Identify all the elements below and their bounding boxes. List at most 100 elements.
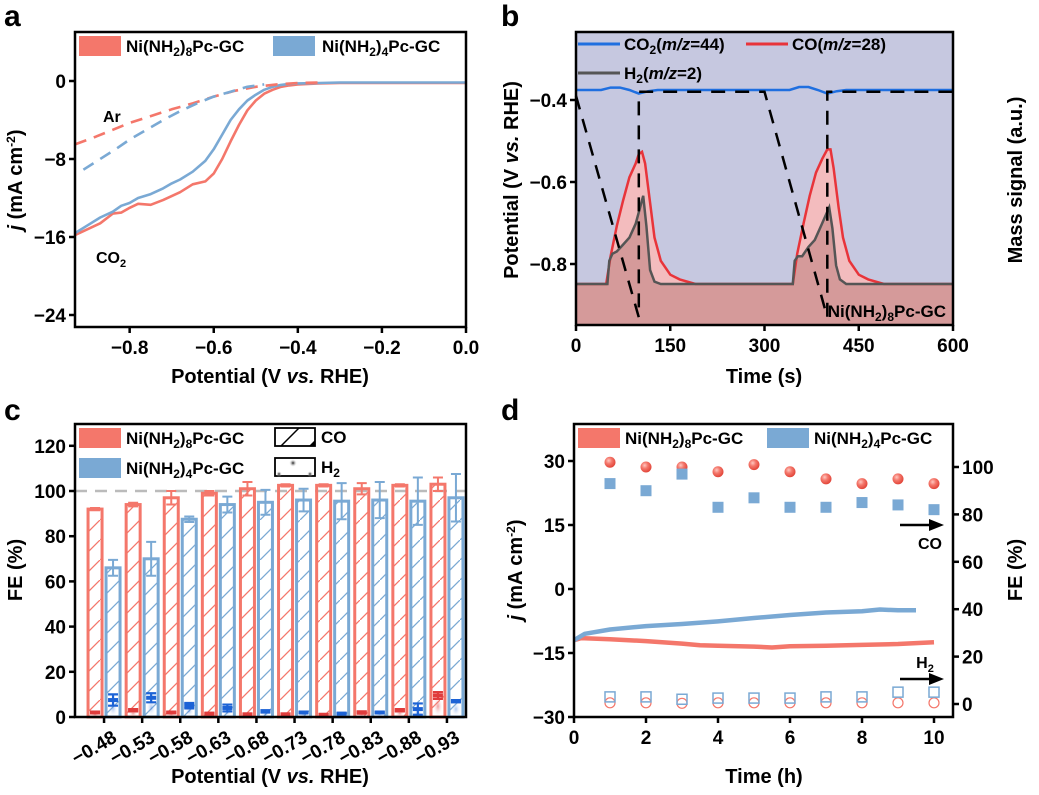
error-bar-co [166, 490, 177, 506]
error-bar-h2 [298, 710, 309, 715]
panel-b-xtick-label: 450 [843, 336, 875, 357]
series-line-ni-nh2-4pc-gc-j [572, 607, 916, 643]
error-bar-co [128, 501, 139, 508]
fe-point-h2-ni4 [676, 693, 688, 706]
panel-b-xtick-label: 0 [571, 336, 582, 357]
fe-point-co-ni4 [712, 501, 724, 513]
panel-d-right-ytick-label: 80 [962, 505, 983, 526]
bar-h2 [260, 711, 271, 717]
panel-d-right-ytick-label: 0 [962, 695, 973, 716]
panel-d-ytick-label: 0 [554, 580, 565, 601]
error-bar-co [298, 487, 309, 513]
bar-co-ni4 [180, 517, 198, 719]
fe-point-co-ni4 [784, 501, 796, 513]
panel-c-xlabel: Potential (V vs. RHE) [171, 766, 369, 788]
fe-point-co-ni4 [604, 478, 616, 490]
legend-swatch-h2-dots [274, 457, 316, 477]
error-bar-co [260, 488, 271, 516]
legend-swatch-ni4 [767, 428, 809, 448]
panel-a-ytick-label: 0 [55, 72, 66, 93]
panel-d-xlabel: Time (h) [725, 766, 802, 788]
error-bar-h2 [108, 693, 119, 707]
bar-h2 [374, 712, 385, 717]
legend-label-ni8: Ni(NH2)8Pc-GC [625, 429, 743, 451]
fe-point-h2-ni4 [640, 691, 652, 703]
panel-a-series [74, 81, 466, 237]
panel-d-right-ytick-label: 100 [962, 458, 994, 479]
bar-h2 [450, 701, 461, 717]
panel-d-plot-frame [572, 422, 955, 719]
panel-label-c: c [4, 394, 21, 427]
error-bar-h2 [260, 709, 271, 714]
fe-point-h2-ni8 [640, 697, 652, 709]
legend-swatch-ni8 [578, 428, 620, 448]
fe-point-co-ni8 [928, 478, 940, 490]
panel-d-ytick-label: −15 [533, 644, 566, 665]
series-line-ni-nh2-8pc-gc-co2 [74, 81, 466, 237]
fe-point-h2-ni8 [820, 697, 832, 709]
panel-d: d 0 2 4 6 8 10 30 15 0 −15 −30 100 80 60 40 20 0 Ni(NH2)… [501, 394, 1027, 788]
bar-h2 [146, 697, 157, 717]
panel-b-xlabel: Time (s) [726, 366, 802, 388]
series-line-ni-nh2-8pc-gc-j [573, 635, 935, 650]
fe-point-h2-ni8 [928, 697, 940, 709]
error-bar-h2 [242, 712, 253, 717]
fe-point-h2-ni4 [712, 692, 724, 704]
fe-point-co-ni8 [640, 461, 652, 473]
bar-co-ni4 [333, 499, 351, 719]
fe-point-h2-ni4 [892, 686, 904, 698]
bar-co-ni8 [124, 503, 142, 719]
panel-label-a: a [4, 0, 21, 33]
legend-swatch-co-hatch [274, 427, 316, 447]
annotation-h2: H2 [916, 655, 934, 675]
legend-label-h2: H2(m/z=2) [624, 64, 702, 86]
error-bar-h2 [394, 707, 405, 713]
panel-d-right-ytick-label: 60 [962, 553, 983, 574]
fe-point-co-ni4 [856, 497, 868, 509]
bar-co-ni8 [353, 487, 371, 719]
bar-h2 [298, 712, 309, 717]
legend-label-ni8: Ni(NH2)8Pc-GC [126, 429, 244, 451]
error-bar-co [146, 540, 157, 577]
panel-d-xtick-label: 4 [713, 728, 724, 749]
fe-point-co-ni4 [676, 468, 688, 480]
error-bar-h2 [432, 691, 443, 701]
legend-swatch-ni4 [273, 36, 315, 56]
error-bar-co [222, 495, 233, 514]
panel-b-ylabel-right: Mass signal (a.u.) [1005, 97, 1027, 264]
bar-co-ni4 [256, 500, 274, 719]
fe-point-co-ni8 [784, 466, 796, 478]
annotation-co: CO [918, 536, 942, 553]
potential-profile-line [574, 90, 953, 318]
bar-co-ni8 [238, 487, 256, 719]
panel-label-d: d [501, 394, 519, 427]
panel-b-ticks: 0 150 300 450 600 −0.4 −0.6 −0.8 [529, 91, 968, 357]
bar-co-ni8 [162, 496, 180, 719]
panel-b-ytick-label: −0.8 [529, 255, 567, 276]
error-bar-h2 [90, 710, 101, 715]
fe-point-h2-ni4 [604, 691, 616, 703]
bar-h2 [90, 712, 101, 717]
error-bar-h2 [318, 712, 329, 717]
fe-point-h2-ni4 [928, 686, 940, 698]
bar-co-ni8 [315, 483, 333, 719]
error-bar-co [108, 558, 119, 577]
arrow-co-right-axis [900, 519, 944, 531]
legend-swatch-ni8 [79, 36, 121, 56]
panel-a-ytick-label: −24 [34, 306, 67, 327]
fe-point-co-ni8 [748, 459, 760, 471]
fe-point-co-ni8 [892, 473, 904, 485]
error-bar-h2 [374, 710, 385, 715]
panel-c: c 020406080100120−0.48−0.53−0.58−0.63−0.… [4, 394, 468, 788]
error-bar-h2 [280, 712, 291, 717]
panel-c-ytick-label: 80 [45, 527, 66, 548]
panel-d-ytick-label: −30 [533, 708, 565, 729]
panel-c-ytick-label: 20 [45, 663, 66, 684]
fe-point-h2-ni8 [676, 697, 688, 709]
error-bar-co [412, 476, 423, 526]
fe-point-co-ni4 [640, 485, 652, 497]
bar-h2 [432, 695, 443, 717]
fe-point-co-ni8 [604, 456, 616, 468]
panel-b: b 0 150 300 450 600−0.4−0.6−0.8 CO2(m/z=44) … [501, 0, 1027, 388]
bar-co-ni8 [277, 483, 295, 719]
